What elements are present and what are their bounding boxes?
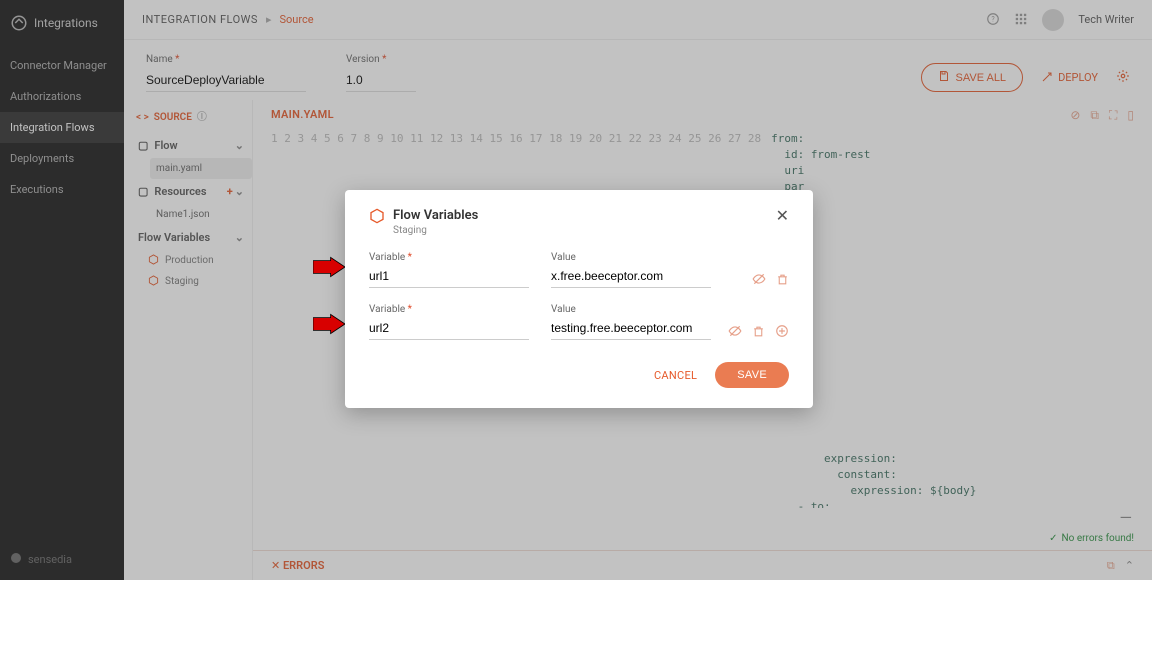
- variable-label: Variable *: [369, 252, 529, 263]
- delete-icon[interactable]: [752, 325, 765, 340]
- visibility-off-icon[interactable]: [728, 324, 742, 340]
- visibility-off-icon[interactable]: [752, 272, 766, 288]
- variable-row: Variable * Value: [369, 304, 789, 340]
- modal-cancel-button[interactable]: CANCEL: [654, 369, 697, 382]
- modal-close-button[interactable]: ✕: [776, 208, 789, 224]
- value-label: Value: [551, 304, 711, 315]
- add-row-icon[interactable]: [775, 324, 789, 340]
- annotation-arrow-icon: [313, 313, 345, 335]
- value-input[interactable]: [551, 317, 711, 340]
- value-input[interactable]: [551, 265, 711, 288]
- modal-title: Flow Variables: [393, 208, 478, 223]
- modal-subtitle: Staging: [393, 225, 478, 236]
- variable-row: Variable * Value: [369, 252, 789, 288]
- variable-input[interactable]: [369, 265, 529, 288]
- annotation-arrow-icon: [313, 256, 345, 278]
- delete-icon[interactable]: [776, 273, 789, 288]
- modal-save-button[interactable]: SAVE: [715, 362, 789, 388]
- variable-label: Variable *: [369, 304, 529, 315]
- variable-input[interactable]: [369, 317, 529, 340]
- hex-icon: [369, 208, 385, 227]
- flow-variables-modal: Flow Variables Staging ✕ Variable * Value…: [345, 190, 813, 408]
- value-label: Value: [551, 252, 711, 263]
